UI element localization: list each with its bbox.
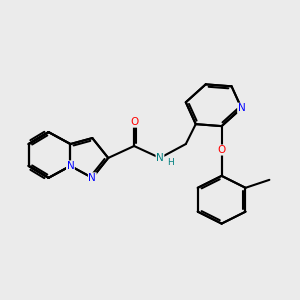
- Text: O: O: [218, 145, 226, 155]
- Text: N: N: [156, 153, 164, 163]
- Text: N: N: [67, 161, 74, 171]
- Text: H: H: [167, 158, 174, 167]
- Text: N: N: [238, 103, 245, 113]
- Text: N: N: [88, 173, 96, 183]
- Text: O: O: [130, 117, 138, 127]
